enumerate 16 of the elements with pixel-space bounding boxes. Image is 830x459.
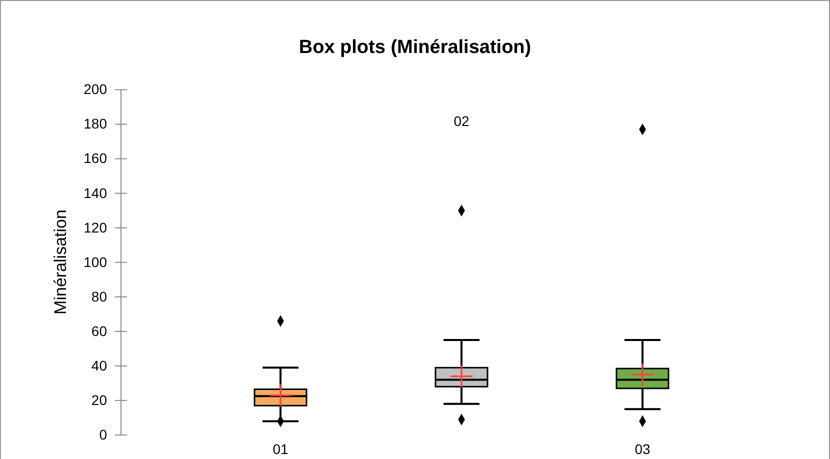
- y-tick-label: 160: [84, 150, 108, 166]
- x-tick-label: 01: [272, 441, 288, 457]
- y-tick-label: 140: [84, 184, 108, 201]
- y-tick-label: 180: [84, 116, 108, 132]
- y-tick-label: 200: [84, 81, 108, 98]
- y-axis-title: Minéralisation: [51, 210, 70, 314]
- x-tick-label: 02: [454, 113, 470, 129]
- y-tick-label: 100: [84, 254, 108, 270]
- y-tick-label: 40: [91, 357, 108, 374]
- y-tick-label: 0: [99, 426, 108, 442]
- x-tick-label: 03: [634, 441, 650, 457]
- y-tick-label: 80: [91, 288, 108, 304]
- y-tick-label: 20: [91, 392, 108, 408]
- chart-title: Box plots (Minéralisation): [298, 37, 532, 58]
- y-tick-label: 120: [84, 219, 108, 236]
- y-tick-label: 60: [91, 322, 108, 339]
